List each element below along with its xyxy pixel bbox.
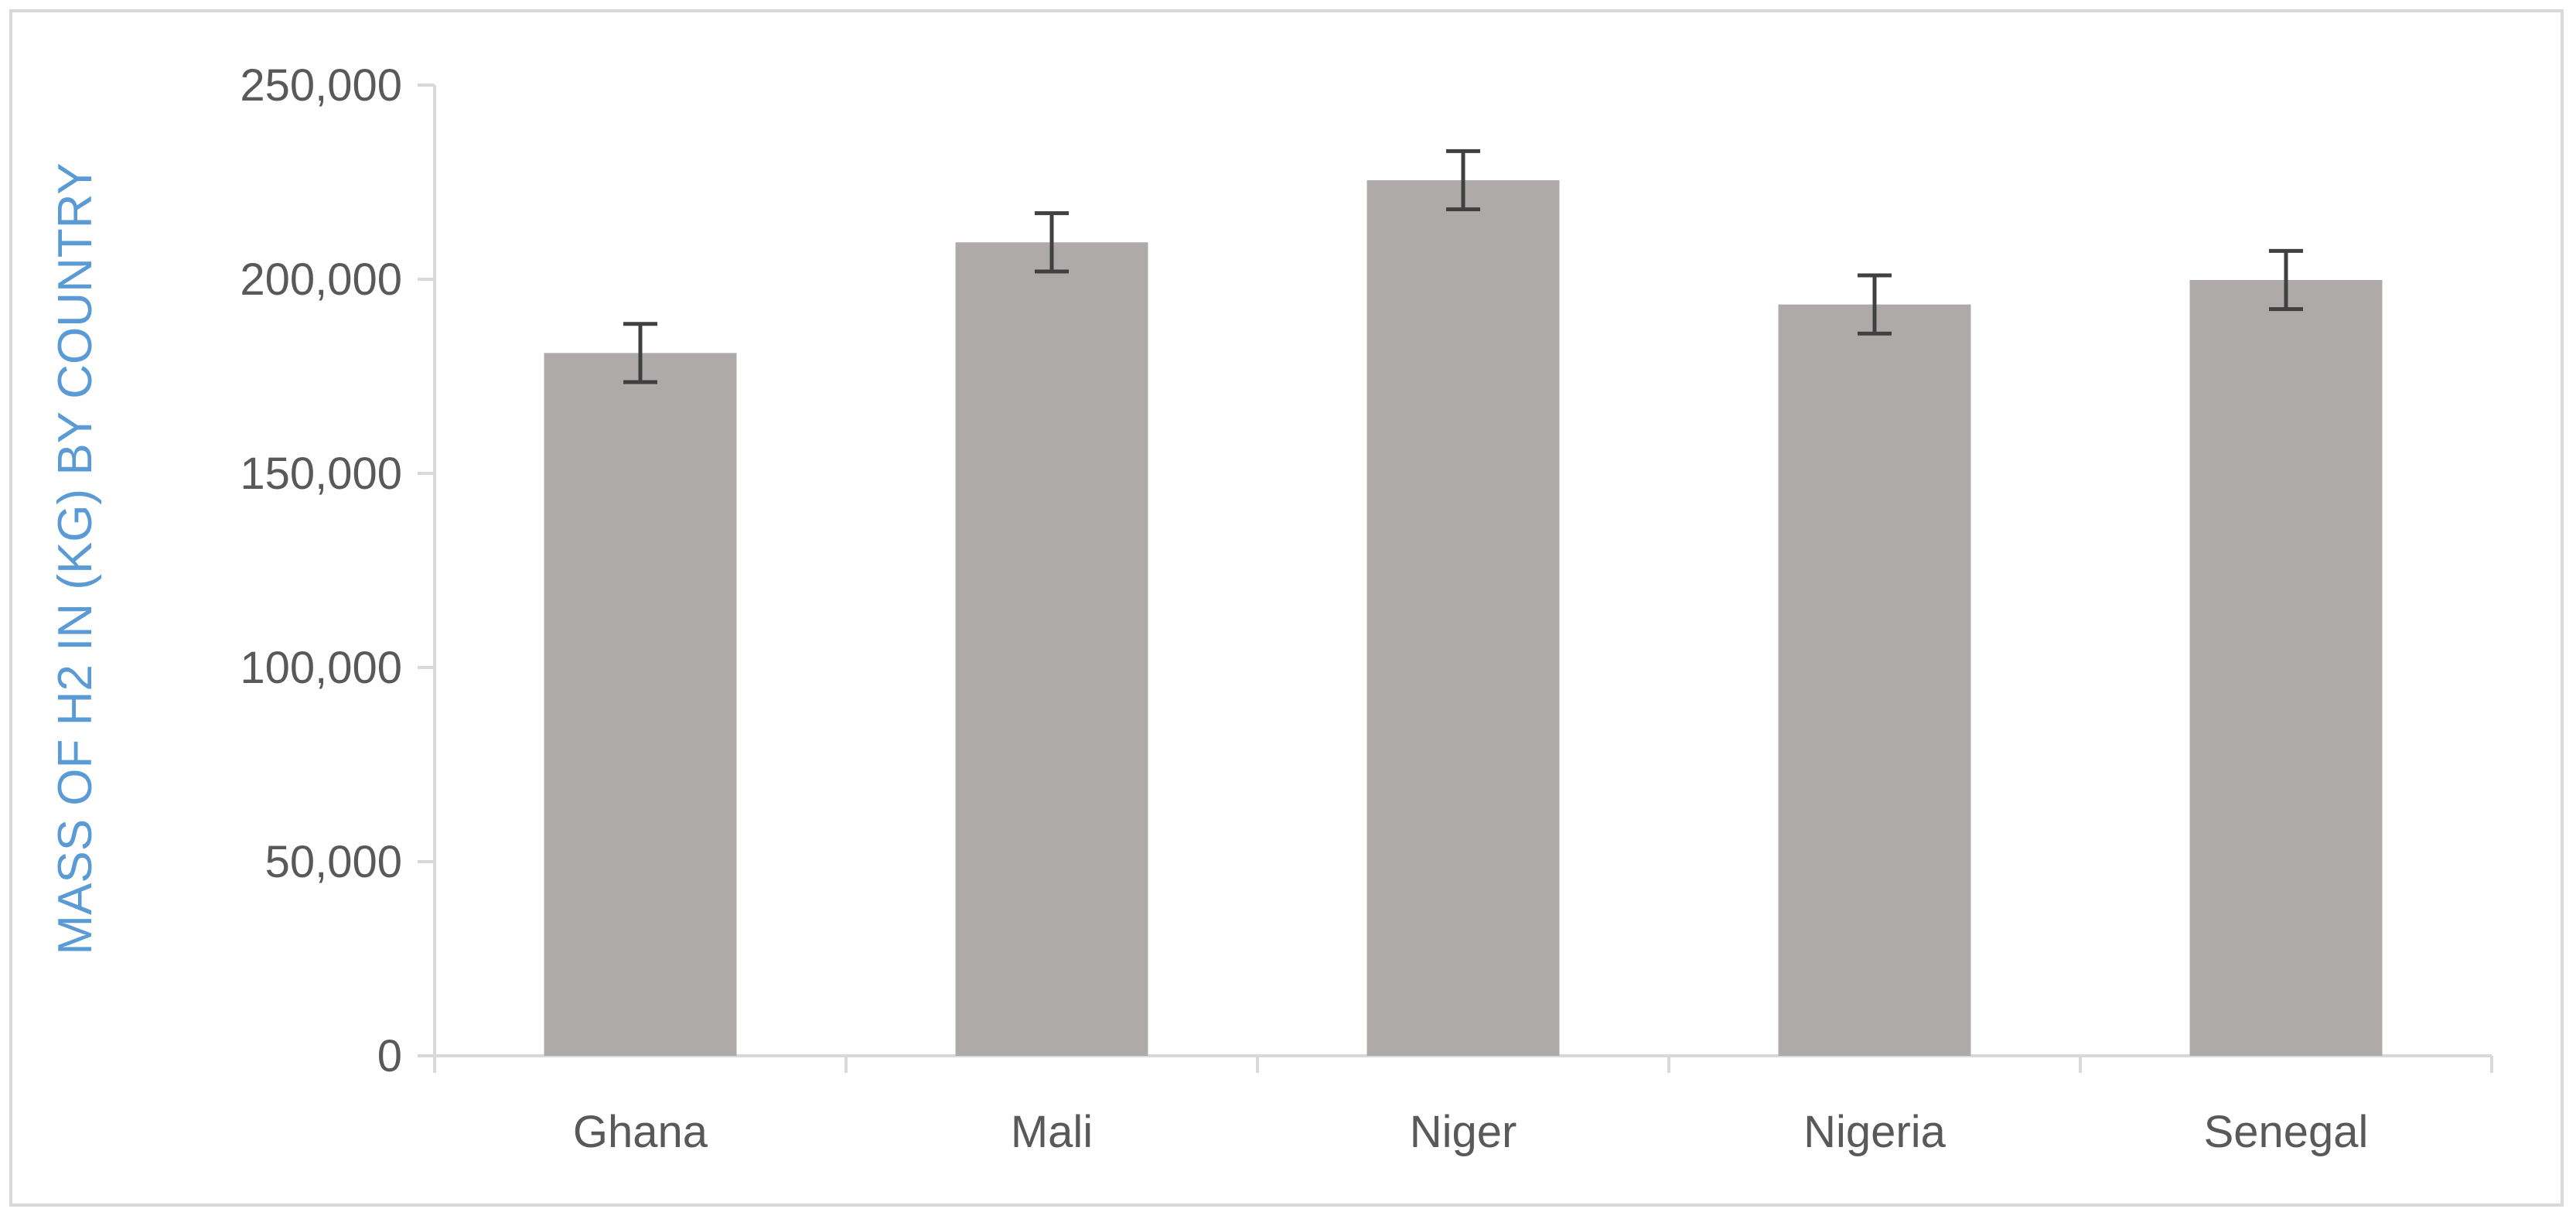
y-tick-label: 0 xyxy=(377,1031,402,1081)
y-axis: 0 50,000 100,000 150,000 200,000 250,000 xyxy=(240,60,436,1081)
bar xyxy=(1778,304,1971,1056)
bar xyxy=(2189,280,2383,1056)
x-category-label: Senegal xyxy=(2204,1107,2369,1157)
y-tick-label: 100,000 xyxy=(240,643,402,693)
y-tick-label: 250,000 xyxy=(240,60,402,111)
x-category-label: Mali xyxy=(1011,1107,1093,1157)
y-tick-label: 150,000 xyxy=(240,449,402,499)
y-tick-label: 200,000 xyxy=(240,254,402,305)
bar xyxy=(544,353,737,1056)
x-category-label: Niger xyxy=(1410,1107,1517,1157)
bar xyxy=(1366,179,1560,1057)
x-category-label: Nigeria xyxy=(1803,1107,1946,1157)
y-tick-label: 50,000 xyxy=(265,837,402,887)
bar xyxy=(955,242,1148,1056)
x-category-label: Ghana xyxy=(573,1107,708,1157)
bars xyxy=(544,179,2383,1057)
x-axis: Ghana Mali Niger Nigeria Senegal xyxy=(433,1054,2493,1157)
y-axis-title: MASS OF H2 IN (KG) BY COUNTRY xyxy=(49,162,102,954)
error-bars xyxy=(623,149,2303,384)
